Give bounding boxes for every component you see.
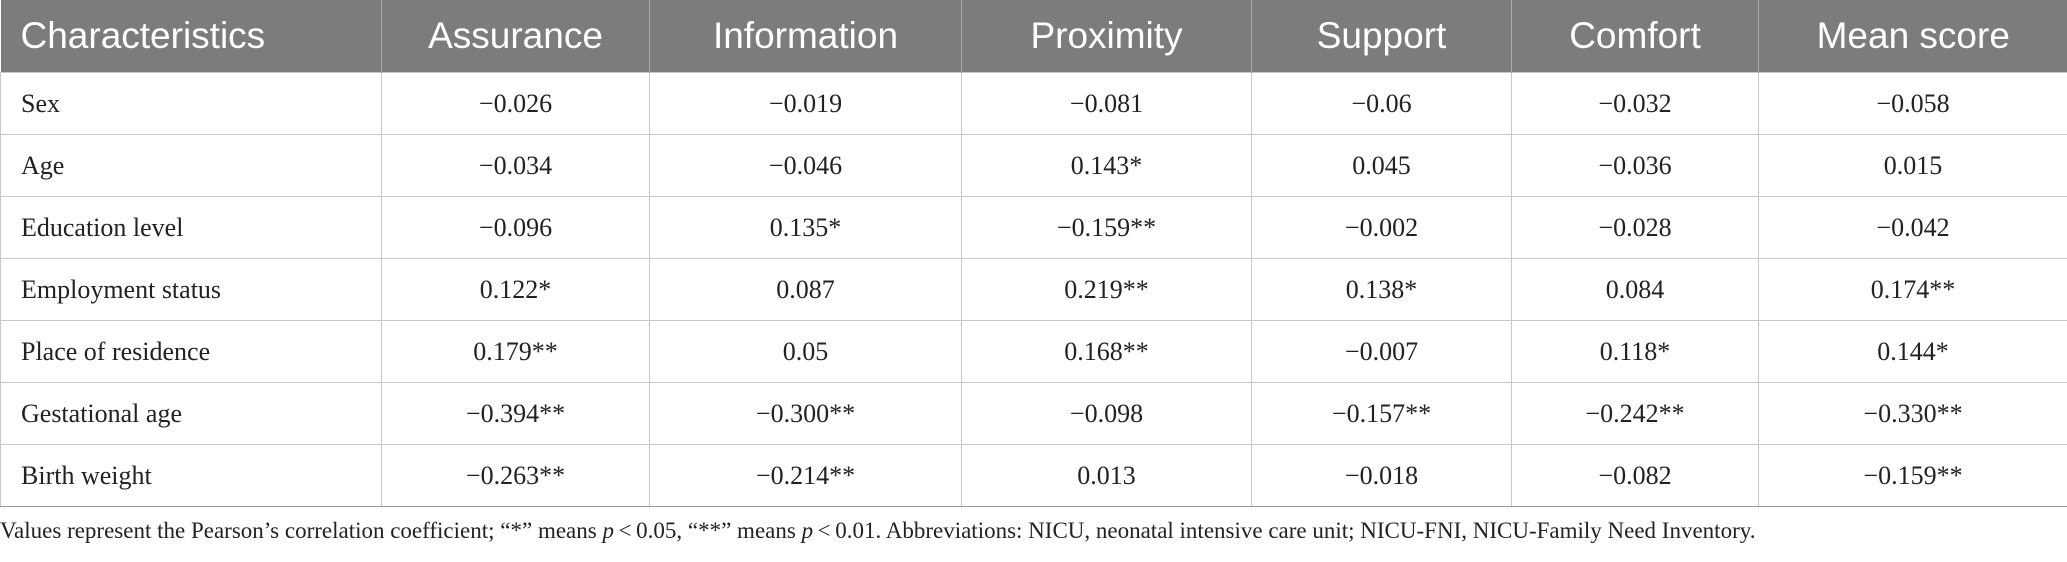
table-cell: −0.098: [961, 382, 1252, 445]
table-footnote: Values represent the Pearson’s correlati…: [0, 518, 2067, 544]
table-row: Sex −0.026 −0.019 −0.081 −0.06 −0.032 −0…: [0, 72, 2067, 135]
table-cell: −0.081: [961, 72, 1252, 135]
table-cell: −0.06: [1251, 72, 1512, 135]
table-cell: −0.300**: [649, 382, 962, 445]
table-cell: 0.179**: [381, 320, 650, 383]
header-mean-score: Mean score: [1758, 0, 2067, 73]
table-cell: 0.174**: [1758, 258, 2067, 321]
table-cell: −0.096: [381, 196, 650, 259]
table-cell: 0.118*: [1511, 320, 1759, 383]
header-support: Support: [1251, 0, 1512, 73]
table-cell: −0.042: [1758, 196, 2067, 259]
table-cell: 0.168**: [961, 320, 1252, 383]
table-cell: −0.082: [1511, 444, 1759, 507]
row-label: Birth weight: [0, 444, 382, 507]
table-cell: 0.013: [961, 444, 1252, 507]
table-cell: −0.007: [1251, 320, 1512, 383]
table-cell: −0.394**: [381, 382, 650, 445]
table-cell: −0.263**: [381, 444, 650, 507]
row-label: Education level: [0, 196, 382, 259]
table-row: Birth weight −0.263** −0.214** 0.013 −0.…: [0, 444, 2067, 507]
table-cell: 0.219**: [961, 258, 1252, 321]
table-cell: 0.122*: [381, 258, 650, 321]
header-information: Information: [649, 0, 962, 73]
footnote-text-2: < 0.05, “**” means: [613, 518, 802, 543]
table-cell: 0.015: [1758, 134, 2067, 197]
header-assurance: Assurance: [381, 0, 650, 73]
header-characteristics: Characteristics: [0, 0, 382, 73]
table-cell: −0.157**: [1251, 382, 1512, 445]
table-row: Employment status 0.122* 0.087 0.219** 0…: [0, 258, 2067, 321]
table-cell: −0.159**: [961, 196, 1252, 259]
table-cell: −0.036: [1511, 134, 1759, 197]
header-proximity: Proximity: [961, 0, 1252, 73]
table-row: Gestational age −0.394** −0.300** −0.098…: [0, 382, 2067, 445]
table-cell: 0.087: [649, 258, 962, 321]
row-label: Sex: [0, 72, 382, 135]
table-cell: −0.032: [1511, 72, 1759, 135]
table-cell: 0.143*: [961, 134, 1252, 197]
table-cell: −0.034: [381, 134, 650, 197]
footnote-p-symbol-2: p: [801, 518, 814, 543]
table-cell: −0.046: [649, 134, 962, 197]
row-label: Gestational age: [0, 382, 382, 445]
table-cell: −0.028: [1511, 196, 1759, 259]
table-cell: −0.330**: [1758, 382, 2067, 445]
table-cell: −0.214**: [649, 444, 962, 507]
footnote-text-3: < 0.01. Abbreviations: NICU, neonatal in…: [813, 518, 1756, 543]
table-cell: 0.138*: [1251, 258, 1512, 321]
correlation-table: Characteristics Assurance Information Pr…: [0, 0, 2067, 507]
table-cell: −0.019: [649, 72, 962, 135]
header-row: Characteristics Assurance Information Pr…: [0, 0, 2067, 73]
table-row: Place of residence 0.179** 0.05 0.168** …: [0, 320, 2067, 383]
table-cell: −0.159**: [1758, 444, 2067, 507]
table-cell: 0.144*: [1758, 320, 2067, 383]
correlation-table-container: Characteristics Assurance Information Pr…: [0, 0, 2067, 507]
table-cell: 0.084: [1511, 258, 1759, 321]
table-cell: −0.018: [1251, 444, 1512, 507]
footnote-p-symbol-1: p: [602, 518, 614, 543]
table-cell: −0.002: [1251, 196, 1512, 259]
row-label: Age: [0, 134, 382, 197]
table-cell: 0.05: [649, 320, 962, 383]
row-label: Place of residence: [0, 320, 382, 383]
table-cell: 0.135*: [649, 196, 962, 259]
table-row: Age −0.034 −0.046 0.143* 0.045 −0.036 0.…: [0, 134, 2067, 197]
table-cell: 0.045: [1251, 134, 1512, 197]
row-label: Employment status: [0, 258, 382, 321]
footnote-text-1: Values represent the Pearson’s correlati…: [0, 518, 603, 543]
table-row: Education level −0.096 0.135* −0.159** −…: [0, 196, 2067, 259]
table-cell: −0.026: [381, 72, 650, 135]
header-comfort: Comfort: [1511, 0, 1759, 73]
table-cell: −0.058: [1758, 72, 2067, 135]
table-cell: −0.242**: [1511, 382, 1759, 445]
